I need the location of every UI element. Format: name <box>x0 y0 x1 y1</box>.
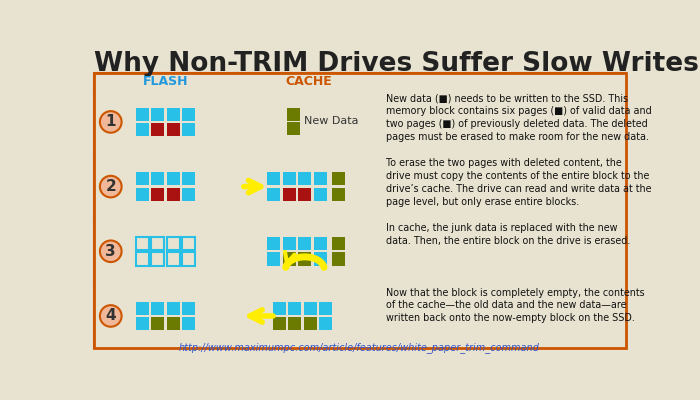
Bar <box>288 302 302 315</box>
Circle shape <box>100 305 122 327</box>
Bar <box>298 172 312 186</box>
Bar <box>381 73 626 90</box>
Bar <box>304 317 317 330</box>
Bar <box>167 188 180 201</box>
Bar <box>167 237 180 250</box>
Bar <box>319 302 332 315</box>
Bar <box>94 73 626 348</box>
Circle shape <box>100 111 122 133</box>
Bar <box>314 172 327 186</box>
Bar <box>332 188 345 201</box>
Bar <box>283 237 296 250</box>
Bar <box>237 219 381 284</box>
Bar <box>182 172 195 186</box>
Bar <box>182 317 195 330</box>
Bar <box>151 172 164 186</box>
Bar <box>381 284 626 348</box>
Bar <box>332 172 345 186</box>
Bar <box>381 154 626 219</box>
Bar <box>151 302 164 315</box>
Bar <box>283 172 296 186</box>
Bar <box>136 188 148 201</box>
Bar <box>267 172 281 186</box>
Bar <box>267 252 281 266</box>
Bar <box>314 188 327 201</box>
Bar <box>304 302 317 315</box>
Bar <box>298 237 312 250</box>
Text: 1: 1 <box>106 114 116 130</box>
Bar <box>288 317 302 330</box>
Text: New data (■) needs to be written to the SSD. This
memory block contains six page: New data (■) needs to be written to the … <box>386 94 652 142</box>
Bar <box>94 73 237 90</box>
Bar <box>298 188 312 201</box>
Bar <box>287 122 300 135</box>
Text: New Data: New Data <box>304 116 358 126</box>
Circle shape <box>100 176 122 197</box>
Text: Now that the block is completely empty, the contents
of the cache—the old data a: Now that the block is completely empty, … <box>386 288 645 323</box>
Text: FLASH: FLASH <box>143 75 188 88</box>
Bar <box>94 90 237 154</box>
Bar <box>267 188 281 201</box>
Text: http://www.maximumpc.com/article/features/white_paper_trim_command: http://www.maximumpc.com/article/feature… <box>178 342 539 353</box>
Bar <box>287 108 300 121</box>
Text: Why Non-TRIM Drives Suffer Slow Writes: Why Non-TRIM Drives Suffer Slow Writes <box>94 51 699 77</box>
Bar <box>136 237 148 250</box>
Bar <box>151 252 164 266</box>
Bar <box>167 172 180 186</box>
Bar <box>136 123 148 136</box>
Bar <box>182 123 195 136</box>
Bar <box>314 252 327 266</box>
Bar <box>94 284 237 348</box>
Text: 2: 2 <box>106 179 116 194</box>
Bar <box>136 108 148 121</box>
Bar <box>151 108 164 121</box>
Bar <box>151 237 164 250</box>
Bar <box>151 317 164 330</box>
Text: CACHE: CACHE <box>286 75 332 88</box>
Bar <box>167 123 180 136</box>
Bar <box>332 252 345 266</box>
Bar <box>136 252 148 266</box>
Bar <box>136 317 148 330</box>
Bar <box>319 317 332 330</box>
Bar <box>151 123 164 136</box>
Bar <box>237 73 381 90</box>
Bar <box>94 154 237 219</box>
Bar <box>381 90 626 154</box>
Bar <box>381 219 626 284</box>
Bar <box>182 237 195 250</box>
Bar <box>273 317 286 330</box>
Bar <box>283 252 296 266</box>
Text: To erase the two pages with deleted content, the
drive must copy the contents of: To erase the two pages with deleted cont… <box>386 158 652 206</box>
Bar <box>182 252 195 266</box>
Bar <box>167 302 180 315</box>
Text: 4: 4 <box>106 308 116 324</box>
Bar <box>182 302 195 315</box>
Bar <box>167 252 180 266</box>
Bar <box>314 237 327 250</box>
Text: In cache, the junk data is replaced with the new
data. Then, the entire block on: In cache, the junk data is replaced with… <box>386 223 630 246</box>
Bar <box>298 252 312 266</box>
Bar <box>283 188 296 201</box>
Bar <box>332 237 345 250</box>
Bar <box>237 154 381 219</box>
Bar <box>167 317 180 330</box>
Bar <box>167 108 180 121</box>
Bar <box>273 302 286 315</box>
Bar <box>136 172 148 186</box>
Circle shape <box>100 240 122 262</box>
Bar <box>237 284 381 348</box>
Bar <box>182 188 195 201</box>
Bar <box>182 108 195 121</box>
Bar <box>94 219 237 284</box>
Bar <box>151 188 164 201</box>
Bar <box>267 237 281 250</box>
Text: 3: 3 <box>106 244 116 259</box>
Bar <box>136 302 148 315</box>
Bar <box>237 90 381 154</box>
